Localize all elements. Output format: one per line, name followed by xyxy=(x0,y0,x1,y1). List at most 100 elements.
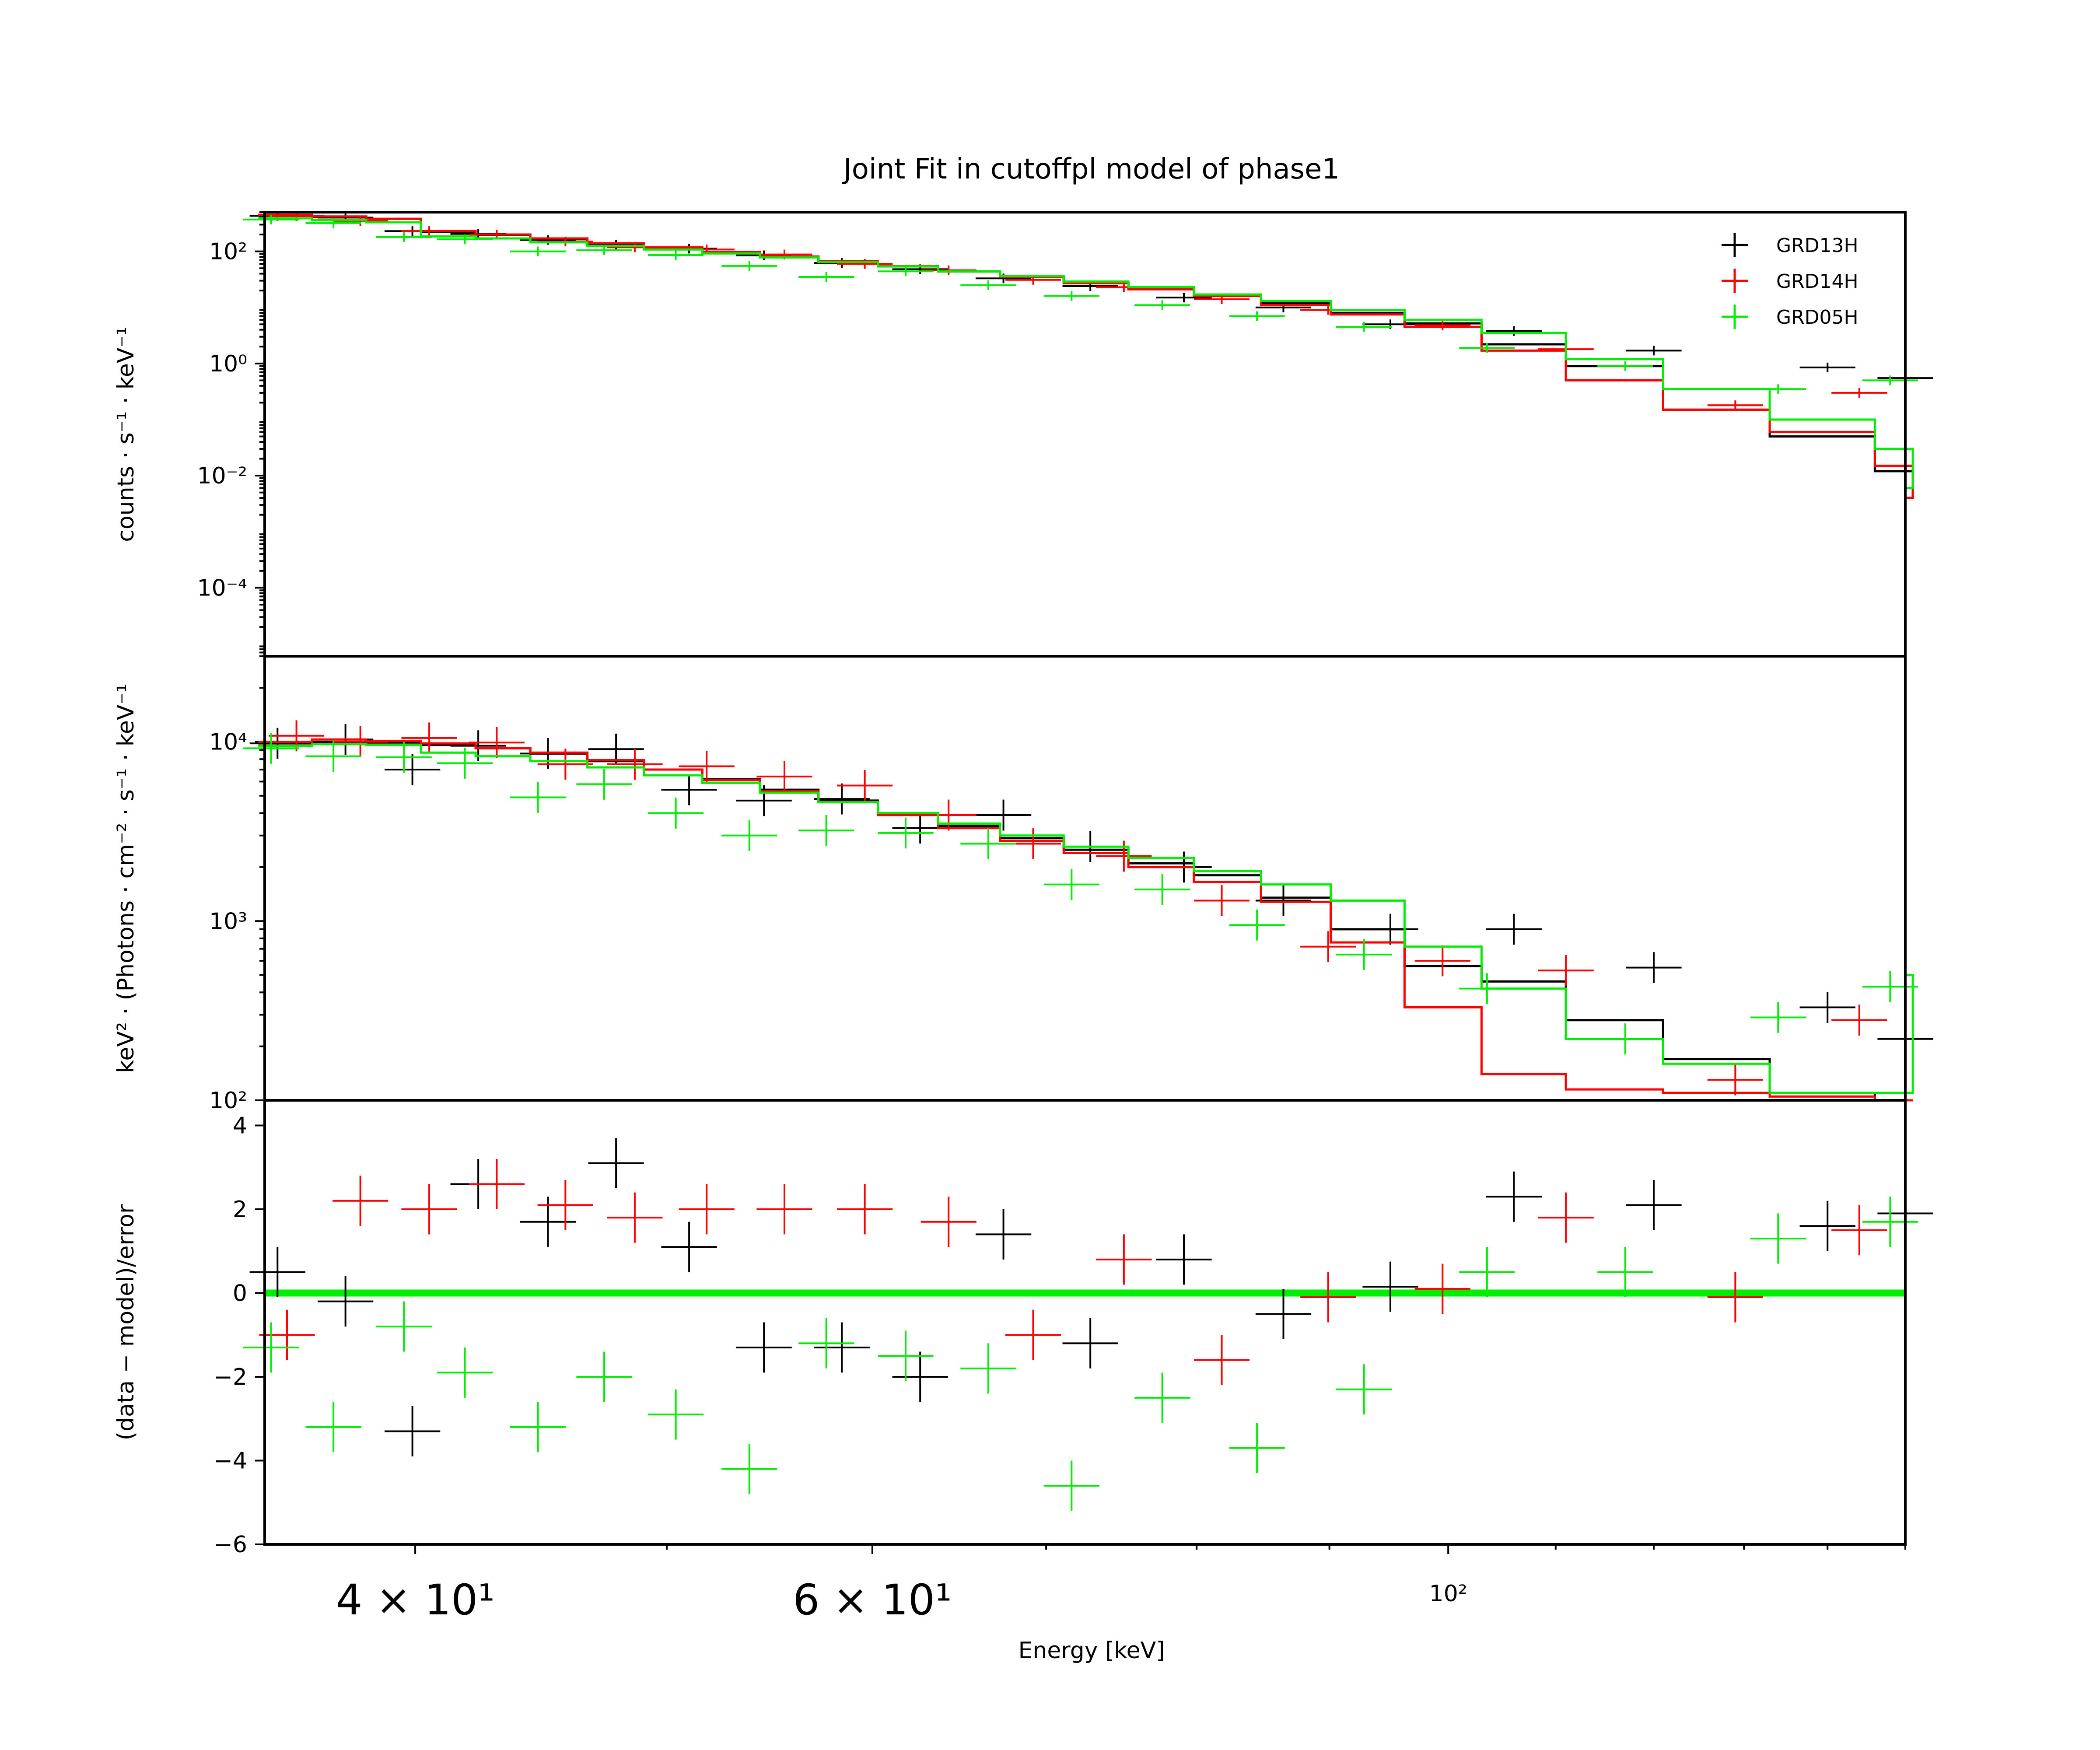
eufspec-ytick-label-2: 10² xyxy=(209,1088,247,1114)
residuals-point-grd05h xyxy=(305,1402,361,1452)
counts-y-axis-label: counts · s⁻¹ · keV⁻¹ xyxy=(113,326,139,542)
counts-point-grd13h xyxy=(975,273,1032,284)
x-tick-label-1: 6 × 10¹ xyxy=(793,1575,952,1624)
residuals-point-grd14h xyxy=(837,1184,893,1235)
counts-point-grd14h xyxy=(401,226,457,236)
residuals-ytick-label-5: −6 xyxy=(214,1532,247,1558)
counts-point-grd05h xyxy=(243,214,299,224)
residuals-point-grd13h xyxy=(385,1406,441,1456)
eufspec-point-grd14h xyxy=(837,770,893,801)
eufspec-ytick-label-1: 10³ xyxy=(209,908,247,934)
eufspec-point-grd05h xyxy=(1597,1023,1653,1055)
counts-point-grd05h xyxy=(1134,300,1190,310)
residuals-point-grd14h xyxy=(1538,1192,1594,1243)
eufspec-point-grd05h xyxy=(376,742,432,773)
eufspec-point-grd13h xyxy=(385,754,441,785)
counts-ytick-label-1: 10⁰ xyxy=(209,351,247,377)
counts-point-grd13h xyxy=(1156,293,1212,303)
eufspec-point-grd14h xyxy=(469,727,525,758)
eufspec-point-grd05h xyxy=(437,747,493,779)
residuals-point-grd05h xyxy=(510,1402,566,1452)
residuals-point-grd05h xyxy=(576,1351,632,1402)
eufspec-point-grd14h xyxy=(401,722,457,754)
residuals-point-grd05h xyxy=(1750,1213,1806,1264)
counts-ytick-label-3: 10⁻⁴ xyxy=(197,575,247,601)
eufspec-point-grd14h xyxy=(1707,1064,1763,1096)
counts-ytick-label-2: 10⁻² xyxy=(197,463,247,489)
counts-point-grd05h xyxy=(437,234,493,244)
counts-point-grd05h xyxy=(1862,375,1918,385)
residuals-point-grd05h xyxy=(648,1389,704,1440)
counts-point-grd05h xyxy=(878,266,934,276)
panel-unfolded-spectrum: 10⁴ 10³ 10² keV² · (Photons · cm⁻² · s⁻¹ · … xyxy=(113,655,1933,1114)
eufspec-point-grd14h xyxy=(679,751,735,782)
eufspec-point-grd14h xyxy=(1831,1004,1887,1036)
residuals-y-axis-label: (data − model)/error xyxy=(113,1204,139,1440)
residuals-point-grd13h xyxy=(1062,1318,1118,1368)
counts-point-grd05h xyxy=(960,280,1016,290)
eufspec-point-grd05h xyxy=(1134,874,1190,905)
eufspec-point-grd05h xyxy=(1043,869,1099,900)
residuals-point-grd14h xyxy=(469,1159,525,1209)
legend: GRD13H GRD14H GRD05H xyxy=(1722,233,1858,329)
residuals-point-grd05h xyxy=(1043,1460,1099,1511)
eufspec-point-grd14h xyxy=(1194,885,1250,916)
residuals-point-grd14h xyxy=(1707,1272,1763,1323)
eufspec-point-grd13h xyxy=(975,799,1032,831)
eufspec-point-grd14h xyxy=(756,761,812,792)
counts-point-grd05h xyxy=(798,272,854,282)
eufspec-point-grd14h xyxy=(607,749,663,780)
eufspec-point-grd05h xyxy=(243,732,299,764)
counts-point-grd05h xyxy=(1459,343,1515,353)
residuals-point-grd05h xyxy=(376,1301,432,1352)
eufspec-point-grd05h xyxy=(878,817,934,849)
counts-point-grd13h xyxy=(1486,326,1542,336)
residuals-point-grd13h xyxy=(318,1276,374,1327)
eufspec-ytick-label-0: 10⁴ xyxy=(209,729,247,756)
legend-label: GRD14H xyxy=(1776,270,1858,293)
residuals-point-grd05h xyxy=(243,1322,299,1373)
counts-model-grd05h xyxy=(258,217,1914,490)
residuals-point-grd13h xyxy=(1799,1200,1855,1251)
legend-entry-grd14h: GRD14H xyxy=(1722,269,1858,293)
eufspec-point-grd13h xyxy=(1362,914,1418,945)
eufspec-point-grd05h xyxy=(1336,939,1392,970)
eufspec-point-grd05h xyxy=(1750,1002,1806,1033)
residuals-point-grd13h xyxy=(1362,1261,1418,1312)
chart-title: Joint Fit in cutoffpl model of phase1 xyxy=(842,153,1340,186)
counts-point-grd05h xyxy=(305,218,361,228)
residuals-point-grd13h xyxy=(1156,1234,1212,1285)
residuals-point-grd13h xyxy=(1486,1171,1542,1222)
counts-point-grd05h xyxy=(648,250,704,260)
counts-point-grd05h xyxy=(1229,311,1285,321)
residuals-point-grd14h xyxy=(607,1192,663,1243)
eufspec-point-grd05h xyxy=(1229,909,1285,941)
eufspec-point-grd05h xyxy=(510,782,566,813)
eufspec-point-grd05h xyxy=(305,741,361,772)
residuals-point-grd14h xyxy=(1194,1335,1250,1386)
eufspec-point-grd05h xyxy=(721,820,777,851)
eufspec-point-grd05h xyxy=(576,769,632,800)
legend-label: GRD05H xyxy=(1776,306,1858,329)
counts-point-grd14h xyxy=(607,242,663,252)
legend-entry-grd05h: GRD05H xyxy=(1722,304,1858,329)
counts-point-grd05h xyxy=(1597,361,1653,371)
residuals-point-grd14h xyxy=(1096,1234,1152,1285)
residuals-point-grd05h xyxy=(1229,1423,1285,1474)
panel-residuals: 4 2 0 −2 −4 −6 (data − model)/error xyxy=(113,1099,1933,1558)
residuals-point-grd13h xyxy=(661,1222,717,1272)
counts-point-grd14h xyxy=(837,259,893,269)
residuals-point-grd14h xyxy=(756,1184,812,1235)
counts-ytick-label-0: 10² xyxy=(209,239,247,265)
eufspec-point-grd05h xyxy=(960,828,1016,859)
eufspec-point-grd14h xyxy=(537,749,593,780)
residuals-point-grd05h xyxy=(1459,1247,1515,1298)
eufspec-point-grd05h xyxy=(798,815,854,846)
residuals-point-grd05h xyxy=(1597,1247,1653,1298)
residuals-point-grd14h xyxy=(1831,1205,1887,1256)
residuals-ytick-label-4: −4 xyxy=(214,1448,247,1474)
residuals-point-grd13h xyxy=(1255,1288,1312,1339)
eufspec-point-grd14h xyxy=(920,799,976,831)
